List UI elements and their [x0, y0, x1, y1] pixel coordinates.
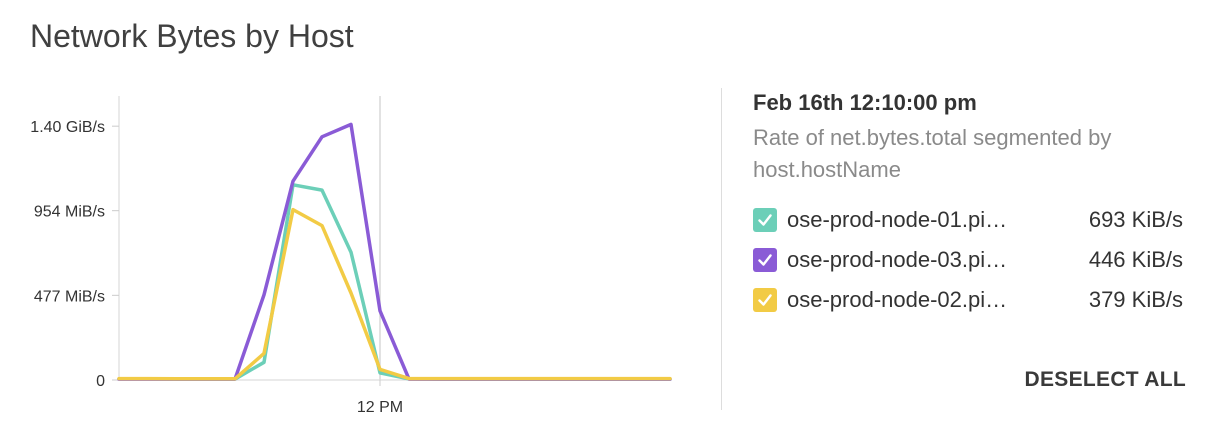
x-tick-label: 12 PM	[357, 399, 403, 416]
series-legend: ose-prod-node-01.pi… 693 KiB/s ose-prod-no…	[753, 200, 1193, 320]
legend-rate-value: 446 KiB/s	[1088, 247, 1183, 272]
deselect-all-button[interactable]: DESELECT ALL	[1024, 368, 1186, 391]
checkbox-checked-icon[interactable]	[753, 248, 777, 272]
y-tick-label: 1.40 GiB/s	[30, 119, 105, 136]
checkbox-checked-icon[interactable]	[753, 288, 777, 312]
checkbox-checked-icon[interactable]	[753, 208, 777, 232]
tooltip-panel: Feb 16th 12:10:00 pm Rate of net.bytes.t…	[753, 88, 1193, 320]
hover-timestamp: Feb 16th 12:10:00 pm	[753, 90, 977, 115]
series-line[interactable]	[117, 207, 672, 381]
y-tick-label: 477 MiB/s	[34, 288, 105, 305]
legend-item[interactable]: ose-prod-node-03.pi… 446 KiB/s	[753, 240, 1193, 280]
legend-rate-value: 379 KiB/s	[1088, 287, 1183, 312]
legend-host-name: ose-prod-node-03.pi…	[787, 247, 1008, 272]
legend-host-name: ose-prod-node-02.pi…	[787, 287, 1008, 312]
metric-description: Rate of net.bytes.total segmented by hos…	[753, 125, 1112, 182]
legend-item[interactable]: ose-prod-node-02.pi… 379 KiB/s	[753, 280, 1193, 320]
chart-title: Network Bytes by Host	[30, 18, 354, 54]
series-line[interactable]	[117, 183, 672, 381]
panel-divider	[721, 88, 722, 410]
legend-rate-value: 693 KiB/s	[1088, 207, 1183, 232]
network-bytes-chart[interactable]: 0 477 MiB/s 954 MiB/s 1.40 GiB/s 12 PM	[0, 0, 700, 434]
y-tick-label: 954 MiB/s	[34, 204, 105, 221]
legend-item[interactable]: ose-prod-node-01.pi… 693 KiB/s	[753, 200, 1193, 240]
y-tick-label: 0	[96, 373, 105, 390]
legend-host-name: ose-prod-node-01.pi…	[787, 207, 1008, 232]
series-line[interactable]	[117, 122, 672, 381]
